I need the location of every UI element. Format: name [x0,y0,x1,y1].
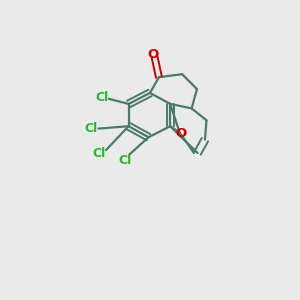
Text: Cl: Cl [85,122,98,135]
Text: O: O [147,48,159,61]
Text: Cl: Cl [95,92,108,104]
Text: O: O [175,128,187,140]
Text: Cl: Cl [119,154,132,167]
Text: Cl: Cl [92,147,105,160]
